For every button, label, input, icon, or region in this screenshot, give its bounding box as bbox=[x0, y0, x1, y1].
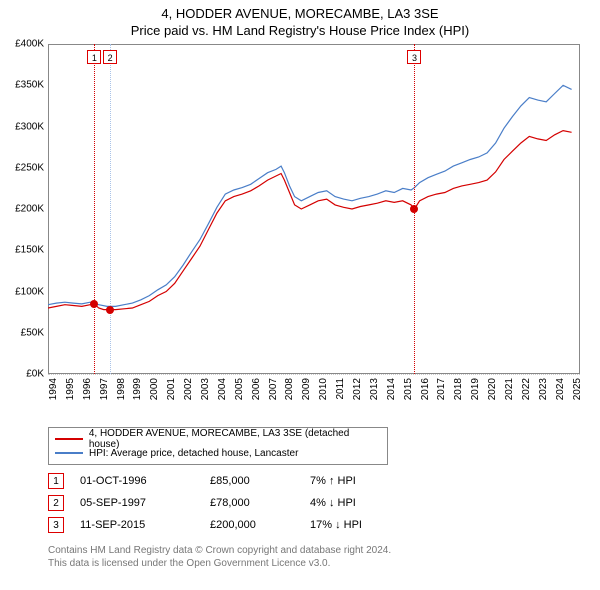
y-tick-label: £300K bbox=[4, 121, 44, 132]
legend-swatch bbox=[55, 452, 83, 454]
x-tick-label: 2013 bbox=[369, 378, 380, 400]
x-tick-label: 2003 bbox=[200, 378, 211, 400]
x-tick-label: 2020 bbox=[487, 378, 498, 400]
x-tick-label: 2000 bbox=[149, 378, 160, 400]
sale-price: £200,000 bbox=[210, 519, 310, 531]
y-tick-label: £350K bbox=[4, 80, 44, 91]
sale-price: £78,000 bbox=[210, 497, 310, 509]
sale-delta: 4% ↓ HPI bbox=[310, 497, 400, 509]
legend-item: 4, HODDER AVENUE, MORECAMBE, LA3 3SE (de… bbox=[55, 432, 381, 446]
x-tick-label: 2005 bbox=[234, 378, 245, 400]
footer-line: This data is licensed under the Open Gov… bbox=[48, 557, 391, 570]
arrow-down-icon: ↓ bbox=[329, 497, 335, 509]
x-tick-label: 1996 bbox=[82, 378, 93, 400]
sale-index-box: 3 bbox=[48, 517, 64, 533]
chart-titles: 4, HODDER AVENUE, MORECAMBE, LA3 3SE Pri… bbox=[0, 0, 600, 38]
x-tick-label: 1997 bbox=[99, 378, 110, 400]
y-tick-label: £100K bbox=[4, 286, 44, 297]
marker-number-box: 2 bbox=[103, 50, 117, 64]
sale-index-box: 1 bbox=[48, 473, 64, 489]
sale-date: 01-OCT-1996 bbox=[80, 475, 210, 487]
y-tick-label: £400K bbox=[4, 39, 44, 50]
x-tick-label: 2006 bbox=[251, 378, 262, 400]
sales-row: 2 05-SEP-1997 £78,000 4% ↓ HPI bbox=[48, 492, 400, 514]
page: 4, HODDER AVENUE, MORECAMBE, LA3 3SE Pri… bbox=[0, 0, 600, 590]
y-tick-label: £0K bbox=[4, 369, 44, 380]
marker-line bbox=[94, 44, 95, 374]
series-line bbox=[48, 131, 572, 310]
x-tick-label: 1995 bbox=[65, 378, 76, 400]
y-tick-label: £50K bbox=[4, 327, 44, 338]
x-tick-label: 2021 bbox=[504, 378, 515, 400]
x-tick-label: 1999 bbox=[132, 378, 143, 400]
x-tick-label: 2010 bbox=[318, 378, 329, 400]
series-lines bbox=[48, 44, 580, 374]
x-tick-label: 2017 bbox=[436, 378, 447, 400]
chart-area: 12 3 £0K £50K £100K £150K £200K £250K £300K £350… bbox=[0, 44, 600, 424]
legend-swatch bbox=[55, 438, 83, 440]
x-tick-label: 2019 bbox=[470, 378, 481, 400]
marker-line bbox=[110, 44, 111, 374]
x-tick-label: 2015 bbox=[403, 378, 414, 400]
x-tick-label: 2016 bbox=[420, 378, 431, 400]
x-tick-label: 2022 bbox=[521, 378, 532, 400]
x-tick-label: 2001 bbox=[166, 378, 177, 400]
x-tick-label: 2012 bbox=[352, 378, 363, 400]
x-tick-label: 2025 bbox=[572, 378, 583, 400]
title-subtitle: Price paid vs. HM Land Registry's House … bbox=[0, 23, 600, 38]
sales-row: 1 01-OCT-1996 £85,000 7% ↑ HPI bbox=[48, 470, 400, 492]
title-address: 4, HODDER AVENUE, MORECAMBE, LA3 3SE bbox=[0, 6, 600, 21]
x-tick-label: 2008 bbox=[284, 378, 295, 400]
marker-number-box: 1 bbox=[87, 50, 101, 64]
x-tick-label: 1994 bbox=[48, 378, 59, 400]
sales-table: 1 01-OCT-1996 £85,000 7% ↑ HPI 2 05-SEP-… bbox=[48, 470, 400, 536]
legend-label: HPI: Average price, detached house, Lanc… bbox=[89, 448, 298, 459]
sale-date: 11-SEP-2015 bbox=[80, 519, 210, 531]
legend: 4, HODDER AVENUE, MORECAMBE, LA3 3SE (de… bbox=[48, 427, 388, 465]
arrow-down-icon: ↓ bbox=[335, 519, 341, 531]
x-tick-label: 2004 bbox=[217, 378, 228, 400]
x-tick-label: 2007 bbox=[268, 378, 279, 400]
x-tick-label: 2024 bbox=[555, 378, 566, 400]
sale-point-dot bbox=[106, 306, 114, 314]
sale-delta: 17% ↓ HPI bbox=[310, 519, 400, 531]
sale-point-dot bbox=[90, 300, 98, 308]
x-tick-label: 2014 bbox=[386, 378, 397, 400]
sale-point-dot bbox=[410, 205, 418, 213]
y-tick-label: £150K bbox=[4, 245, 44, 256]
sales-row: 3 11-SEP-2015 £200,000 17% ↓ HPI bbox=[48, 514, 400, 536]
x-tick-label: 2011 bbox=[335, 378, 346, 400]
sale-index-box: 2 bbox=[48, 495, 64, 511]
x-tick-label: 1998 bbox=[116, 378, 127, 400]
arrow-up-icon: ↑ bbox=[329, 475, 335, 487]
y-tick-label: £250K bbox=[4, 162, 44, 173]
attribution-footer: Contains HM Land Registry data © Crown c… bbox=[48, 544, 391, 570]
sale-date: 05-SEP-1997 bbox=[80, 497, 210, 509]
footer-line: Contains HM Land Registry data © Crown c… bbox=[48, 544, 391, 557]
sale-delta: 7% ↑ HPI bbox=[310, 475, 400, 487]
y-tick-label: £200K bbox=[4, 204, 44, 215]
marker-number-box: 3 bbox=[407, 50, 421, 64]
series-line bbox=[48, 85, 572, 306]
x-tick-label: 2018 bbox=[453, 378, 464, 400]
x-tick-label: 2002 bbox=[183, 378, 194, 400]
x-tick-label: 2009 bbox=[301, 378, 312, 400]
sale-price: £85,000 bbox=[210, 475, 310, 487]
x-tick-label: 2023 bbox=[538, 378, 549, 400]
